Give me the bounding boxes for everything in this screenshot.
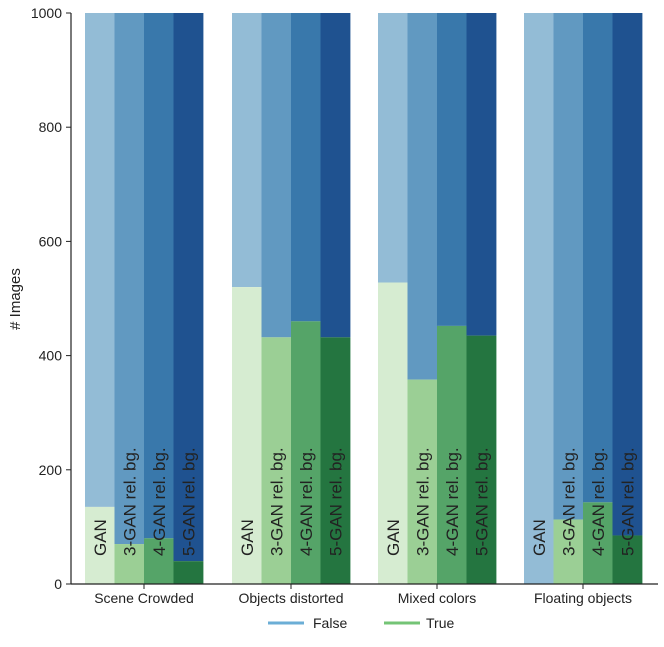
bar-false-1-1 <box>261 13 292 338</box>
bar-model-label-3-2: 4-GAN rel. bg. <box>589 447 608 556</box>
bar-false-3-0 <box>524 13 554 584</box>
bar-true-1-0 <box>232 287 262 584</box>
bar-false-0-1 <box>114 13 145 545</box>
bar-false-0-2 <box>144 13 174 539</box>
bar-model-label-0-0: GAN <box>91 519 110 556</box>
bar-labels-layer: GAN 3-GAN rel. bg. 4-GAN rel. bg. 5-GAN rel… <box>91 447 638 556</box>
bars-layer <box>85 13 643 584</box>
bar-true-0-0 <box>85 506 115 584</box>
bar-model-label-2-1: 3-GAN rel. bg. <box>413 447 432 556</box>
bar-false-3-1 <box>553 13 584 520</box>
y-tick-label: 600 <box>39 233 63 249</box>
y-tick-label: 0 <box>54 576 62 592</box>
bar-true-2-1 <box>407 379 438 584</box>
bar-false-2-2 <box>437 13 467 326</box>
y-tick-label: 800 <box>39 119 63 135</box>
bar-true-3-2 <box>583 502 613 584</box>
bar-false-1-3 <box>320 13 351 338</box>
bar-model-label-2-3: 5-GAN rel. bg. <box>472 447 491 556</box>
bar-true-1-1 <box>261 337 292 584</box>
bar-true-0-3 <box>173 561 204 584</box>
bar-true-1-2 <box>291 321 321 584</box>
bar-model-label-3-0: GAN <box>530 519 549 556</box>
y-axis-label: # Images <box>7 268 24 330</box>
bar-true-0-1 <box>114 544 145 584</box>
bar-true-2-3 <box>466 335 497 584</box>
bar-false-3-3 <box>612 13 643 536</box>
bar-model-label-3-1: 3-GAN rel. bg. <box>559 447 578 556</box>
bar-true-0-2 <box>144 538 174 584</box>
bar-model-label-1-0: GAN <box>238 519 257 556</box>
bar-false-0-0 <box>85 13 115 507</box>
bar-model-label-0-3: 5-GAN rel. bg. <box>179 447 198 556</box>
bar-false-1-2 <box>291 13 321 322</box>
bar-model-label-1-1: 3-GAN rel. bg. <box>267 447 286 556</box>
bar-false-0-3 <box>173 13 204 562</box>
bar-true-3-1 <box>553 519 584 584</box>
bar-false-2-1 <box>407 13 438 380</box>
x-tick-label: Mixed colors <box>398 590 477 606</box>
bar-false-1-0 <box>232 13 262 288</box>
bar-model-label-1-3: 5-GAN rel. bg. <box>326 447 345 556</box>
legend: False True <box>268 615 454 631</box>
bar-true-1-3 <box>320 337 351 584</box>
x-ticks-layer: Scene Crowded Objects distorted Mixed colo… <box>94 584 632 606</box>
bar-model-label-0-2: 4-GAN rel. bg. <box>150 447 169 556</box>
bar-model-label-2-0: GAN <box>384 519 403 556</box>
y-ticks-layer: 0 200 400 600 800 1000 <box>31 5 71 592</box>
bar-true-3-3 <box>612 535 643 584</box>
bar-false-2-3 <box>466 13 497 336</box>
bar-false-3-2 <box>583 13 613 503</box>
y-tick-label: 200 <box>39 462 63 478</box>
bar-false-2-0 <box>378 13 408 283</box>
axes-layer <box>70 13 658 585</box>
legend-label-false: False <box>313 615 347 631</box>
bar-true-2-2 <box>437 325 467 584</box>
bar-model-label-1-2: 4-GAN rel. bg. <box>297 447 316 556</box>
y-tick-label: 1000 <box>31 5 62 21</box>
x-tick-label: Objects distorted <box>238 590 343 606</box>
y-tick-label: 400 <box>39 348 63 364</box>
bar-model-label-3-3: 5-GAN rel. bg. <box>618 447 637 556</box>
bar-model-label-0-1: 3-GAN rel. bg. <box>120 447 139 556</box>
bar-model-label-2-2: 4-GAN rel. bg. <box>443 447 462 556</box>
x-tick-label: Floating objects <box>534 590 632 606</box>
bar-true-2-0 <box>378 282 408 584</box>
legend-label-true: True <box>426 615 454 631</box>
x-tick-label: Scene Crowded <box>94 590 194 606</box>
